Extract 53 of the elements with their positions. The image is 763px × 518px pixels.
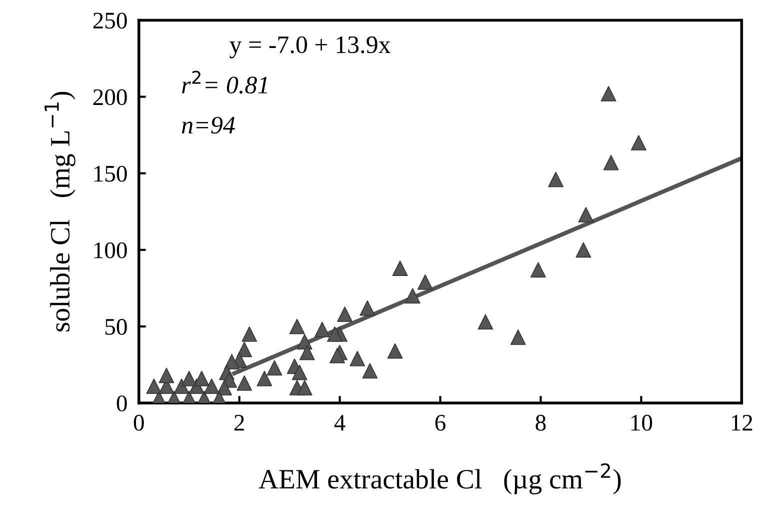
point (362, 363, 378, 379)
y-tick-label: 250 (93, 12, 127, 29)
point (236, 375, 252, 391)
x-tick-label: 12 (732, 414, 752, 430)
point (330, 348, 345, 364)
point (630, 134, 646, 150)
point (146, 378, 162, 394)
point (337, 306, 353, 322)
point (392, 260, 408, 276)
point (266, 360, 282, 376)
point (299, 344, 315, 360)
y-tick-label: 150 (94, 166, 127, 182)
x-tick-label: 10 (631, 414, 652, 431)
point (181, 370, 197, 386)
point (576, 242, 592, 258)
point (174, 378, 190, 394)
point (350, 350, 366, 366)
point (600, 86, 616, 102)
point (204, 378, 220, 394)
point (296, 380, 312, 396)
point (478, 314, 494, 330)
x-tick-label: 6 (435, 414, 446, 431)
point (404, 288, 420, 304)
point (530, 262, 546, 278)
point (510, 329, 526, 345)
point (548, 172, 564, 188)
point (242, 326, 258, 342)
x-tick-label: 2 (234, 414, 244, 430)
point (387, 343, 403, 359)
point (292, 364, 308, 380)
y-tick-label: 200 (93, 89, 127, 106)
point (327, 326, 342, 342)
point (289, 318, 305, 334)
y-tick-label: 50 (106, 318, 127, 335)
point (256, 370, 272, 386)
y-axis-title: soluble Cl (mg L$^{−1}$) (44, 92, 76, 332)
point (158, 368, 174, 384)
point (360, 300, 376, 316)
annotation: r$^{2}$= 0.81 (182, 70, 268, 94)
x-tick-label: 8 (536, 414, 546, 431)
point (224, 354, 240, 370)
y-tick-label: 100 (94, 242, 127, 258)
y-tick-label: 0 (116, 395, 127, 412)
x-tick-label: 0 (134, 414, 144, 431)
point (578, 206, 594, 222)
point (417, 274, 433, 290)
point (314, 322, 330, 338)
annotation: n=94 (182, 116, 235, 134)
point (603, 154, 619, 170)
annotation: y = -7.0 + 13.9x (230, 36, 390, 58)
point (194, 370, 210, 386)
x-axis-title: AEM extractable Cl (µg cm$^{−2}$) (258, 463, 621, 494)
x-tick-label: 4 (334, 414, 346, 430)
